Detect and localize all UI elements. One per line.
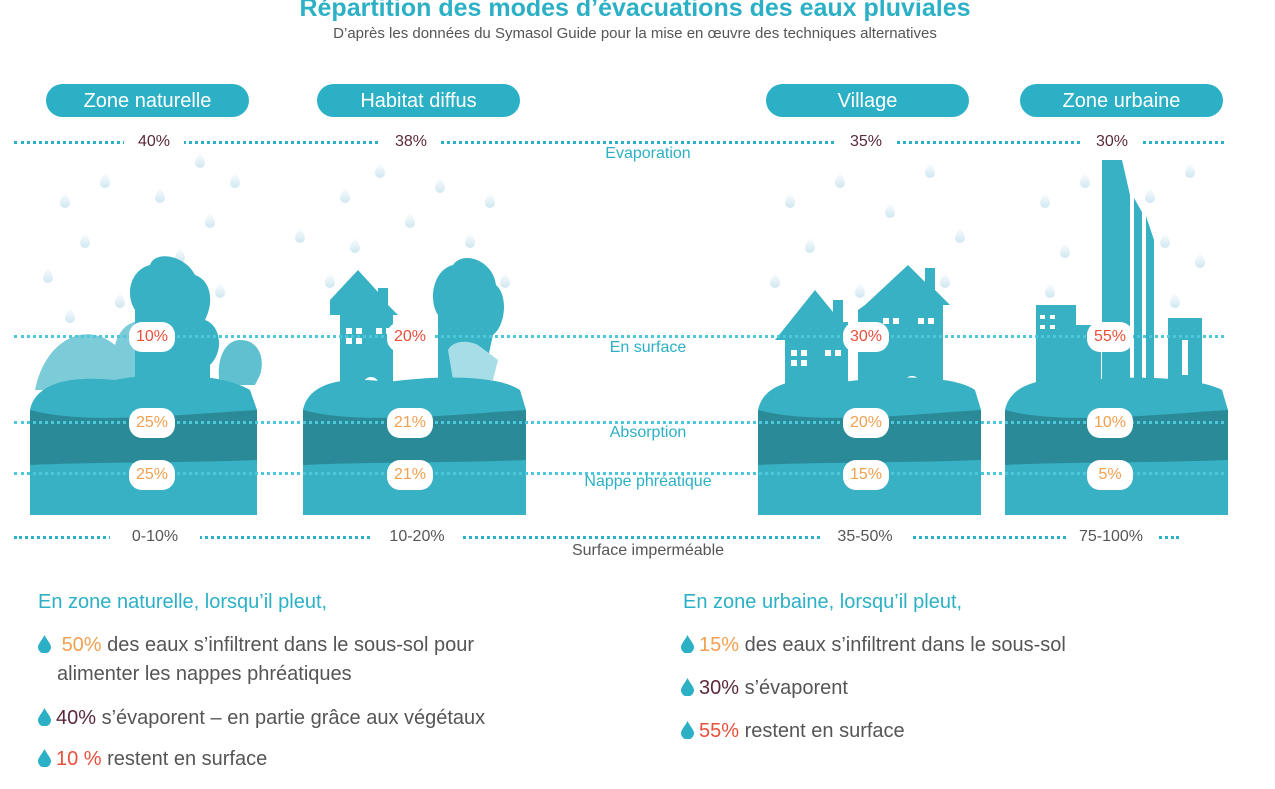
summary-naturelle-item: 40% s’évaporent – en partie grâce aux vé… bbox=[38, 704, 485, 733]
summary-urbaine-item: 15% des eaux s’infiltrent dans le sous-s… bbox=[681, 631, 1066, 660]
chart-subtitle: D’après les données du Symasol Guide pou… bbox=[333, 25, 937, 42]
water-drop-icon bbox=[681, 635, 694, 653]
evaporation-value: 35% bbox=[836, 133, 896, 151]
summary-urbaine-title: En zone urbaine, lorsqu’il pleut, bbox=[683, 591, 963, 613]
water-drop-icon bbox=[38, 635, 51, 653]
absorption-value: 21% bbox=[387, 408, 433, 438]
absorption-line bbox=[14, 421, 1224, 424]
water-drop-icon bbox=[681, 721, 694, 739]
absorption-value: 10% bbox=[1087, 408, 1133, 438]
summary-urbaine-item: 55% restent en surface bbox=[681, 717, 905, 746]
impermeable-value: 75-100% bbox=[1066, 528, 1156, 546]
surface-value: 30% bbox=[843, 322, 889, 352]
water-drop-icon bbox=[681, 678, 694, 696]
scene-village bbox=[758, 265, 981, 515]
evaporation-value: 40% bbox=[124, 133, 184, 151]
zone-label-urbaine: Zone urbaine bbox=[1020, 84, 1223, 117]
row-label-impermeable: Surface imperméable bbox=[571, 542, 725, 559]
nappe-value: 25% bbox=[129, 460, 175, 490]
row-label-nappe: Nappe phréatique bbox=[584, 473, 712, 490]
zone-label-habitat: Habitat diffus bbox=[317, 84, 520, 117]
evaporation-line bbox=[14, 141, 1224, 144]
surface-line bbox=[14, 335, 1224, 338]
absorption-value: 20% bbox=[843, 408, 889, 438]
impermeable-value: 35-50% bbox=[820, 528, 910, 546]
impermeable-value: 10-20% bbox=[372, 528, 462, 546]
summary-naturelle-title: En zone naturelle, lorsqu’il pleut, bbox=[38, 591, 328, 613]
water-drop-icon bbox=[38, 749, 51, 767]
nappe-line bbox=[14, 472, 1224, 475]
summary-urbaine-item: 30% s’évaporent bbox=[681, 674, 848, 703]
evaporation-value: 30% bbox=[1082, 133, 1142, 151]
surface-value: 20% bbox=[387, 322, 433, 352]
scene-zone-naturelle bbox=[30, 256, 262, 515]
impermeable-value: 0-10% bbox=[110, 528, 200, 546]
zone-label-village: Village bbox=[766, 84, 969, 117]
summary-naturelle-item: 10 % restent en surface bbox=[38, 745, 267, 774]
surface-value: 10% bbox=[129, 322, 175, 352]
nappe-value: 21% bbox=[387, 460, 433, 490]
absorption-value: 25% bbox=[129, 408, 175, 438]
zone-label-naturelle: Zone naturelle bbox=[46, 84, 249, 117]
row-label-absorption: Absorption bbox=[609, 424, 687, 441]
chart-title: Répartition des modes d’évacuations des … bbox=[299, 0, 971, 22]
nappe-value: 15% bbox=[843, 460, 889, 490]
surface-value: 55% bbox=[1087, 322, 1133, 352]
water-drop-icon bbox=[38, 708, 51, 726]
evaporation-value: 38% bbox=[381, 133, 441, 151]
impermeable-line bbox=[14, 536, 1179, 539]
summary-naturelle-item-cont: alimenter les nappes phréatiques bbox=[57, 663, 352, 685]
row-label-surface: En surface bbox=[609, 339, 687, 356]
row-label-evaporation: Evaporation bbox=[605, 145, 691, 162]
summary-naturelle-item: 50% des eaux s’infiltrent dans le sous-s… bbox=[38, 631, 620, 660]
nappe-value: 5% bbox=[1087, 460, 1133, 490]
